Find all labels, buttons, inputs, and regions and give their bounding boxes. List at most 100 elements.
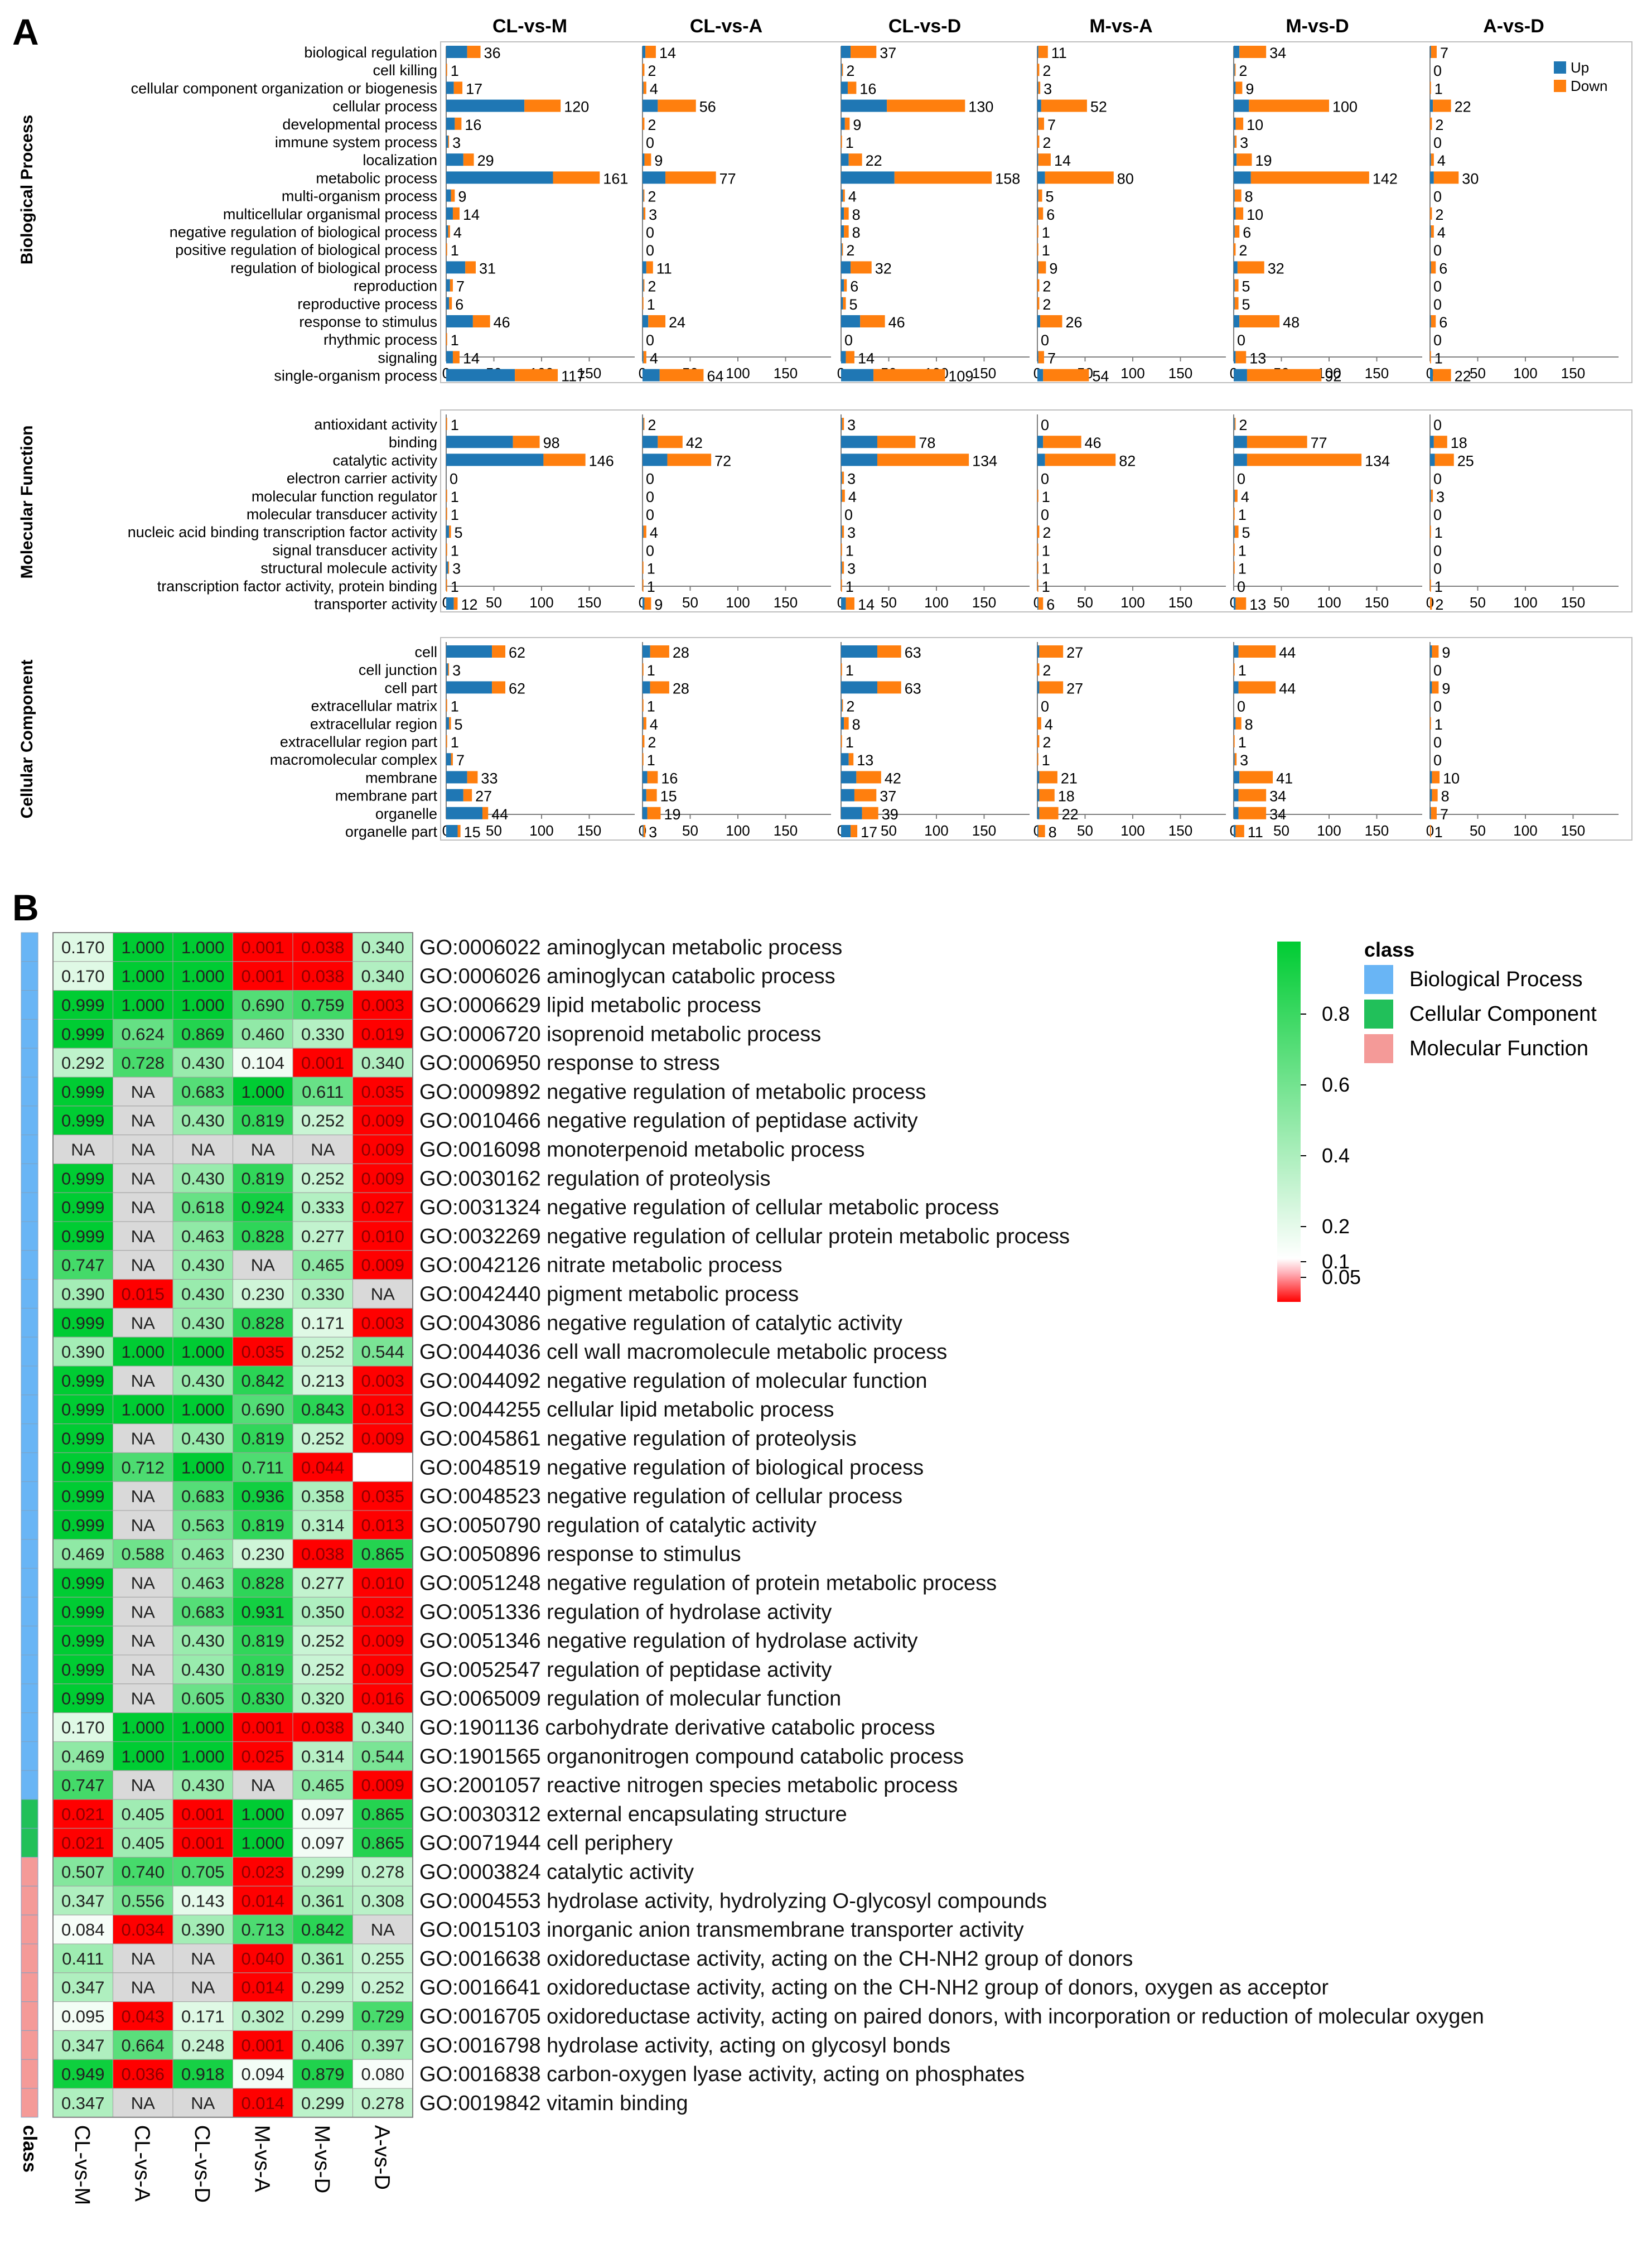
bar-value-label: 0 — [1237, 578, 1245, 595]
heat-cell-value: 0.924 — [241, 1198, 284, 1217]
term-label: organelle — [375, 805, 437, 822]
subplot-m-vs-d: 05010015044144081341343411 — [1230, 642, 1422, 841]
bar-down — [1430, 717, 1431, 730]
heat-cell-value: 0.340 — [361, 1053, 404, 1073]
bar-value-label: 1 — [1238, 734, 1247, 751]
heat-cell-value: 0.330 — [301, 1285, 345, 1304]
x-tick-label: 100 — [1317, 822, 1341, 839]
bar-down — [844, 225, 849, 238]
x-tick-label: 100 — [1513, 365, 1537, 382]
heat-cell — [52, 1163, 113, 1193]
bar-up — [1037, 807, 1040, 819]
bar-value-label: 27 — [1066, 644, 1083, 661]
bar-down — [877, 453, 969, 466]
bar-value-label: 14 — [463, 206, 480, 223]
bar-down — [1037, 525, 1040, 538]
bar-down — [658, 99, 696, 112]
x-tick-label: 100 — [1317, 594, 1341, 611]
heat-cell-value: 0.248 — [181, 2035, 225, 2055]
bar-value-label: 3 — [1240, 134, 1248, 151]
bar-value-label: 46 — [494, 314, 510, 331]
bar-value-label: 2 — [1042, 524, 1051, 541]
heat-cell — [113, 990, 173, 1020]
bar-value-label: 21 — [1061, 770, 1078, 786]
bar-down — [643, 279, 645, 292]
heat-cell — [113, 1481, 173, 1511]
bar-value-label: 3 — [1436, 489, 1445, 505]
heat-cell-value: 0.999 — [61, 1400, 105, 1420]
bar-up — [841, 261, 851, 274]
heat-cell-value: 0.869 — [181, 1024, 225, 1044]
heat-cell — [352, 961, 413, 991]
comparison-title-cl-vs-d: CL-vs-D — [888, 16, 961, 37]
bar-down — [448, 225, 450, 238]
bar-value-label: 5 — [1046, 189, 1054, 205]
class-cell — [21, 990, 38, 1020]
heat-cell — [292, 1625, 353, 1656]
heat-cell-value: 0.842 — [241, 1371, 284, 1391]
bar-up — [643, 171, 666, 184]
heat-cell-value: 0.828 — [241, 1313, 284, 1333]
heat-cell-value: NA — [131, 1313, 155, 1333]
bar-value-label: 22 — [866, 152, 882, 169]
bar-value-label: 1 — [1042, 542, 1050, 559]
term-label: localization — [363, 152, 437, 168]
bar-value-label: 77 — [719, 170, 736, 187]
bar-value-label: 0 — [1237, 698, 1245, 715]
term-label: multicellular organismal process — [223, 206, 437, 223]
bar-up — [446, 597, 454, 610]
heatmap: 0.170 1.000 1.000 0.001 0.038 0.340 GO:0006022… — [21, 932, 1484, 2118]
heat-cell-value: 0.277 — [301, 1574, 345, 1593]
bar-value-label: 7 — [456, 278, 465, 295]
bar-value-label: 158 — [995, 170, 1020, 187]
bar-down — [1038, 46, 1048, 58]
bar-down — [667, 453, 712, 466]
bar-down — [463, 153, 474, 166]
go-term-label: GO:0044036 cell wall macromolecule metab… — [419, 1340, 947, 1364]
heatmap-row: 0.999 NA 0.430 0.819 0.252 0.009 GO:0051346 ne… — [21, 1625, 918, 1656]
heat-cell — [233, 1885, 293, 1915]
heat-cell — [172, 1654, 233, 1685]
bar-up — [1037, 99, 1041, 112]
bar-up — [643, 771, 648, 784]
bar-down — [1037, 579, 1038, 592]
term-label: extracellular region part — [280, 733, 438, 750]
heat-cell — [172, 1568, 233, 1598]
bar-value-label: 2 — [1042, 734, 1051, 751]
heat-cell-value: 0.104 — [241, 1053, 284, 1073]
heat-cell-value: 0.819 — [241, 1429, 284, 1449]
heatmap-row: 0.021 0.405 0.001 1.000 0.097 0.865 GO:0071944… — [21, 1828, 673, 1858]
bar-down — [1431, 807, 1437, 819]
heatmap-row: 0.999 0.712 1.000 0.711 0.044 GO:0048519 nega… — [21, 1452, 924, 1482]
bar-value-label: 28 — [673, 644, 689, 661]
bar-up — [446, 315, 473, 327]
bar-up — [841, 369, 874, 382]
heat-cell — [352, 932, 413, 962]
bar-value-label: 1 — [451, 698, 459, 715]
bar-value-label: 3 — [452, 662, 461, 679]
heat-cell-value: 0.009 — [361, 1169, 404, 1188]
bar-down — [452, 207, 460, 220]
heat-cell — [233, 1452, 293, 1482]
bar-value-label: 0 — [1237, 332, 1245, 349]
bar-value-label: 1 — [647, 561, 655, 577]
bar-value-label: 25 — [1457, 452, 1474, 469]
heat-cell — [292, 1539, 353, 1569]
comparison-title-m-vs-a: M-vs-A — [1089, 16, 1152, 37]
bar-down — [446, 579, 447, 592]
heat-cell-value: 0.430 — [181, 1371, 225, 1391]
bar-value-label: 0 — [1433, 698, 1442, 715]
heat-cell-value: NA — [131, 1689, 155, 1709]
heat-cell-value: NA — [191, 1978, 215, 1997]
class-legend-swatch — [1364, 1034, 1393, 1063]
term-label: response to stimulus — [299, 313, 437, 330]
bar-down — [1430, 351, 1431, 364]
heat-cell-value: 0.999 — [61, 1689, 105, 1709]
bar-down — [1239, 315, 1280, 327]
bar-value-label: 0 — [646, 332, 654, 349]
heat-cell-value: 0.255 — [361, 1949, 404, 1968]
bar-value-label: 0 — [844, 332, 853, 349]
heat-cell-value: 0.683 — [181, 1082, 225, 1102]
heat-cell — [292, 1048, 353, 1078]
heat-cell-value: 0.712 — [121, 1458, 165, 1477]
